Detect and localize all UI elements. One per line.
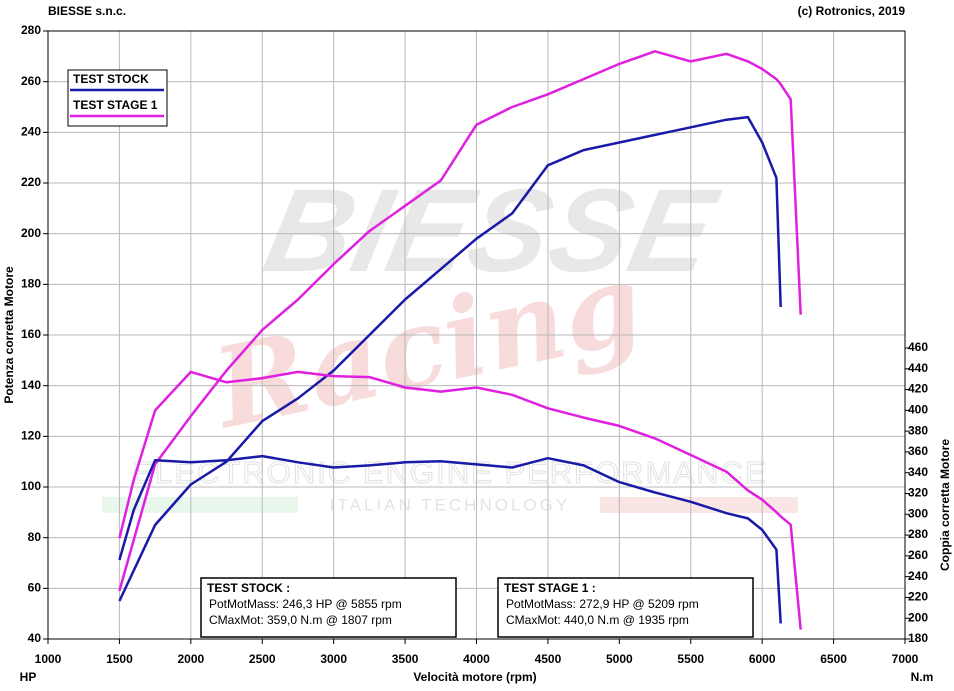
y2-tick-label: 240 <box>908 569 928 583</box>
x-tick-label: 5500 <box>677 652 704 666</box>
series-line <box>118 115 782 602</box>
annotation-line: CMaxMot: 440,0 N.m @ 1935 rpm <box>506 613 689 627</box>
y-tick-label: 80 <box>28 530 42 544</box>
x-tick-label: 4000 <box>463 652 490 666</box>
y-tick-label: 240 <box>21 125 41 139</box>
annotation-title: TEST STOCK : <box>207 581 290 595</box>
y2-tick-label: 440 <box>908 361 928 375</box>
y2-tick-label: 220 <box>908 590 928 604</box>
series-line <box>118 370 802 630</box>
annotation: TEST STOCK : PotMotMass: 246,3 HP @ 5855 … <box>200 577 457 638</box>
y-tick-label: 160 <box>21 327 41 341</box>
y-tick-label: 120 <box>21 429 41 443</box>
x-tick-label: 4500 <box>535 652 562 666</box>
y2-tick-label: 200 <box>908 610 928 624</box>
y-tick-label: 140 <box>21 378 41 392</box>
x-tick-label: 3500 <box>392 652 419 666</box>
y2-tick-label: 260 <box>908 548 928 562</box>
x-tick-label: 5000 <box>606 652 633 666</box>
y2-axis-label: Coppia corretta Motore <box>938 439 952 571</box>
annotation-line: CMaxMot: 359,0 N.m @ 1807 rpm <box>209 613 392 627</box>
header-left: BIESSE s.n.c. <box>48 4 126 18</box>
y-tick-label: 180 <box>21 277 41 291</box>
annotation-line: PotMotMass: 246,3 HP @ 5855 rpm <box>209 597 402 611</box>
legend: TEST STOCK TEST STAGE 1 <box>67 69 168 127</box>
y-tick-label: 100 <box>21 479 41 493</box>
y2-tick-label: 300 <box>908 506 928 520</box>
y-tick-label: 280 <box>21 23 41 37</box>
x-axis-label: Velocità motore (rpm) <box>413 670 536 684</box>
x-tick-label: 2000 <box>177 652 204 666</box>
annotation-box <box>200 577 457 638</box>
y2-tick-label: 280 <box>908 527 928 541</box>
y2-tick-label: 460 <box>908 340 928 354</box>
x-tick-label: 1500 <box>106 652 133 666</box>
y-tick-label: 200 <box>21 226 41 240</box>
annotation-box <box>497 577 754 638</box>
x-tick-label: 2500 <box>249 652 276 666</box>
y-tick-label: 40 <box>28 631 42 645</box>
plot-frame <box>47 30 906 640</box>
y2-tick-label: 360 <box>908 444 928 458</box>
y2-tick-label: 420 <box>908 382 928 396</box>
y2-tick-label: 180 <box>908 631 928 645</box>
legend-label: TEST STOCK <box>73 72 149 86</box>
watermark-tagline: ELECTRONIC ENGINE PERFORMANCE <box>132 455 767 490</box>
x-tick-label: 3000 <box>320 652 347 666</box>
annotation-title: TEST STAGE 1 : <box>504 581 596 595</box>
watermark-subline: ITALIAN TECHNOLOGY <box>330 495 570 514</box>
y2-tick-label: 400 <box>908 403 928 417</box>
x-tick-label: 6500 <box>820 652 847 666</box>
y-unit: HP <box>20 670 37 684</box>
y2-unit: N.m <box>911 670 934 684</box>
watermark-band <box>102 497 298 513</box>
series-line <box>118 50 802 592</box>
y2-tick-label: 380 <box>908 423 928 437</box>
y2-tick-label: 320 <box>908 486 928 500</box>
x-tick-label: 6000 <box>749 652 776 666</box>
header-right: (c) Rotronics, 2019 <box>798 4 906 18</box>
legend-label: TEST STAGE 1 <box>73 98 158 112</box>
x-tick-label: 7000 <box>892 652 919 666</box>
series-line <box>118 454 782 624</box>
x-tick-label: 1000 <box>35 652 62 666</box>
y-tick-label: 260 <box>21 74 41 88</box>
annotation-line: PotMotMass: 272,9 HP @ 5209 rpm <box>506 597 699 611</box>
annotation: TEST STAGE 1 : PotMotMass: 272,9 HP @ 520… <box>497 577 754 638</box>
y-tick-label: 60 <box>28 581 42 595</box>
y-tick-label: 220 <box>21 175 41 189</box>
y2-tick-label: 340 <box>908 465 928 479</box>
y-axis-label: Potenza corretta Motore <box>2 266 16 404</box>
